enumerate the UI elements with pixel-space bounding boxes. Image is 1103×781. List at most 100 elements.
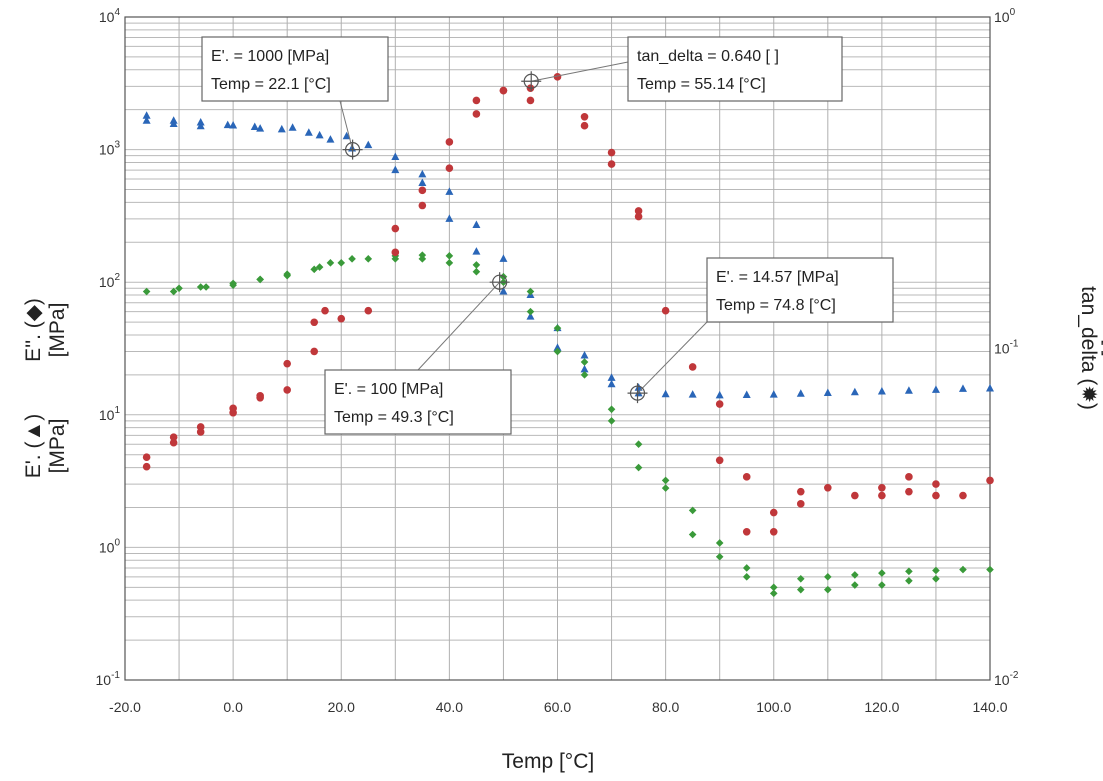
x-tick-label: 120.0 — [864, 699, 899, 715]
tan-delta-point — [337, 314, 346, 323]
tan-delta-point — [932, 480, 940, 488]
e-prime-point — [304, 128, 313, 136]
e-double-prime-point — [932, 566, 940, 575]
right-y-tick-labels: 100 10-1 10-2 — [994, 7, 1019, 688]
e-prime-point — [607, 379, 616, 388]
e-prime-point — [904, 386, 913, 394]
tan-delta-point — [418, 186, 427, 195]
e-prime-point — [472, 220, 481, 229]
right-axis-label-line1: tan_delta (✹) — [1077, 286, 1100, 410]
tan-delta-point — [986, 476, 994, 485]
tan-delta-point — [932, 491, 940, 500]
x-tick-label: 140.0 — [972, 699, 1007, 715]
tan-delta-point — [715, 456, 724, 465]
e-prime-point — [196, 121, 205, 130]
left-y-tick-label: 101 — [99, 405, 121, 423]
e-prime-point — [931, 385, 940, 393]
e-double-prime-point — [851, 571, 859, 579]
e-prime-point — [256, 124, 265, 132]
e-double-prime-point — [742, 564, 751, 572]
tan-delta-point — [824, 484, 832, 492]
e-double-prime-point — [905, 567, 913, 576]
e-double-prime-point — [472, 261, 481, 269]
e-double-prime-point — [878, 569, 886, 577]
annotation-box — [706, 257, 894, 323]
e-double-prime-point — [348, 255, 356, 263]
e-prime-point — [445, 214, 454, 222]
annotation-callout: E'. = 1000 [MPa] Temp = 22.1 [°C] — [201, 36, 389, 160]
tan-delta-point — [905, 487, 913, 496]
tan-delta-point — [445, 164, 454, 172]
tan-delta-point — [310, 318, 319, 327]
e-prime-point — [472, 247, 481, 255]
e-prime-point — [391, 165, 400, 174]
annotation-line2: Temp = 49.3 [°C] — [334, 409, 454, 426]
annotation-box — [201, 36, 389, 102]
e-double-prime-point — [634, 463, 643, 472]
e-double-prime-point — [391, 255, 400, 263]
e-double-prime-point — [661, 484, 670, 492]
tan-delta-point — [580, 121, 589, 130]
e-prime-point — [769, 390, 778, 398]
tan-delta-point — [391, 248, 400, 257]
e-double-prime-point — [283, 271, 291, 280]
e-double-prime-point — [688, 530, 697, 539]
tan-delta-point — [418, 201, 427, 210]
e-double-prime-point — [607, 405, 616, 414]
e-double-prime-point — [326, 259, 335, 267]
e-double-prime-point — [796, 574, 805, 583]
e-prime-point — [580, 364, 589, 373]
tan-delta-point — [283, 386, 291, 394]
left-y-tick-label: 103 — [99, 140, 121, 158]
left-y-tick-label: 100 — [99, 537, 121, 555]
tan-delta-point — [169, 438, 178, 447]
left-y-tick-label: 102 — [99, 272, 121, 290]
left-y-tick-label: 10-1 — [96, 670, 121, 688]
e-double-prime-point — [445, 259, 454, 267]
tan-delta-point — [742, 527, 751, 536]
left-axis-label-e-prime: E'. (▲) [MPa] — [22, 414, 69, 478]
e-double-prime-point — [256, 275, 264, 284]
annotations: E'. = 1000 [MPa] Temp = 22.1 [°C] tan_delt… — [201, 36, 894, 435]
e-double-prime-point — [905, 576, 913, 585]
x-tick-label: 20.0 — [328, 699, 355, 715]
tan-delta-point — [553, 73, 562, 81]
e-double-prime-point — [169, 287, 178, 296]
e-prime-point — [688, 390, 697, 398]
e-double-prime-point — [607, 417, 616, 425]
tan-delta-point — [310, 347, 319, 356]
e-double-prime-point — [688, 506, 697, 515]
tan-delta-point — [878, 491, 886, 500]
tan-delta-point — [715, 400, 724, 408]
tan-delta-point — [499, 86, 508, 95]
tan-delta-point — [472, 110, 481, 118]
tan-delta-point — [445, 138, 454, 146]
e-double-prime-point — [796, 585, 805, 594]
left-axis-label-e1-line1: E'. (▲) — [22, 414, 45, 478]
x-tick-label: 100.0 — [756, 699, 791, 715]
e-prime-point — [986, 383, 994, 392]
e-prime-point — [142, 111, 151, 119]
e-double-prime-point — [229, 281, 237, 289]
e-double-prime-point — [364, 255, 373, 263]
e-double-prime-point — [196, 283, 205, 291]
annotation-line2: Temp = 55.14 [°C] — [637, 76, 766, 93]
e-prime-point — [823, 388, 832, 397]
x-tick-label: -20.0 — [109, 699, 141, 715]
left-y-tick-label: 104 — [99, 7, 121, 25]
tan-delta-point — [391, 224, 400, 233]
e-prime-point — [715, 390, 724, 399]
tan-delta-point — [472, 96, 481, 105]
right-y-tick-label: 10-2 — [994, 670, 1019, 688]
e-prime-point — [418, 178, 427, 186]
annotation-line2: Temp = 74.8 [°C] — [716, 297, 836, 314]
tan-delta-point — [580, 112, 589, 121]
e-prime-point — [877, 386, 886, 395]
tan-delta-point — [169, 433, 178, 442]
tan-delta-point — [364, 306, 373, 315]
e-prime-point — [634, 383, 643, 391]
tan-delta-point — [769, 508, 778, 517]
annotation-line1: E'. = 14.57 [MPa] — [716, 269, 839, 286]
tan-delta-point — [526, 96, 535, 105]
